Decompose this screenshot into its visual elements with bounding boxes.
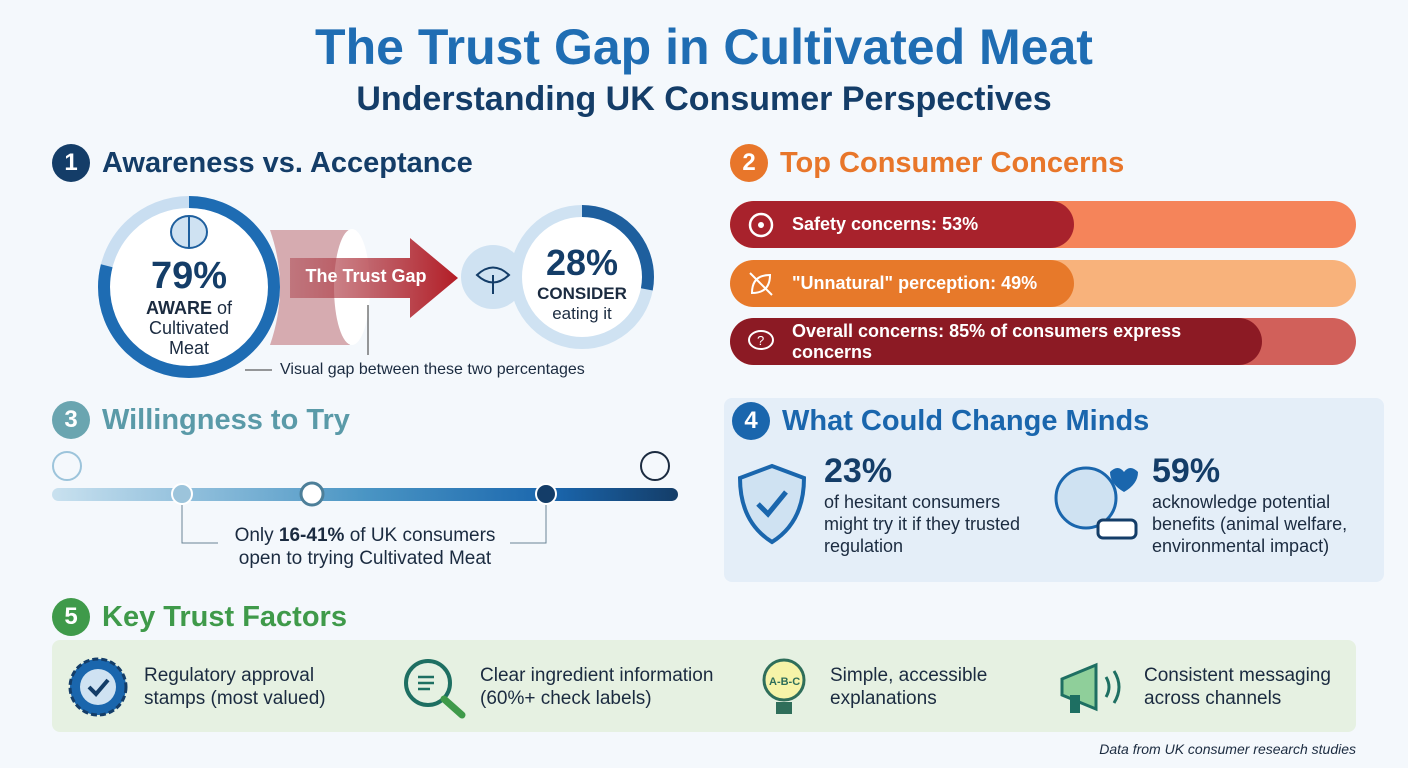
magnifier-label-icon: [404, 659, 466, 719]
benefits-percent: 59%: [1152, 452, 1221, 490]
section-title: Willingness to Try: [102, 403, 350, 436]
trust-factor: Consistent messaging across channels: [1056, 655, 1354, 719]
section-number: 5: [52, 598, 90, 636]
factor-text: Regulatory approval stamps (most valued): [144, 665, 326, 709]
section-5-heading: 5 Key Trust Factors: [52, 598, 347, 636]
question-bubble-icon: ?: [746, 327, 776, 357]
willingness-scale: [52, 451, 678, 544]
thinking-face-icon: [52, 451, 82, 481]
section-number: 3: [52, 401, 90, 439]
svg-text:?: ?: [757, 333, 764, 348]
footer-source: Data from UK consumer research studies: [1099, 741, 1356, 757]
trust-gap-arrow: [290, 238, 458, 318]
factor-text: Simple, accessible explanations: [830, 665, 988, 709]
range-bracket: [181, 505, 547, 544]
scale-marker-mid: [299, 481, 325, 507]
consider-percent: 28%: [545, 242, 619, 283]
scale-marker-low: [171, 483, 193, 505]
biohazard-icon: [746, 210, 776, 240]
section-title: Top Consumer Concerns: [780, 146, 1125, 179]
section-4-heading: 4 What Could Change Minds: [732, 402, 1149, 440]
aware-percent: 79%: [150, 255, 228, 297]
consider-stat: 28% CONSIDER eating it: [522, 242, 642, 324]
trust-factor: Regulatory approval stamps (most valued): [66, 655, 344, 719]
trust-gap-label: The Trust Gap: [305, 266, 427, 286]
brain-icon: [170, 215, 208, 249]
aware-of: of: [212, 298, 233, 318]
factor-text: Consistent messaging across channels: [1144, 665, 1331, 709]
awareness-stat: 79% AWARE of Cultivated Meat: [100, 255, 278, 358]
section-3-heading: 3 Willingness to Try: [52, 401, 350, 439]
gap-note: Visual gap between these two percentages: [280, 361, 585, 378]
mouth-fork-icon: [475, 266, 511, 294]
approval-seal-icon: [68, 657, 128, 717]
awareness-ring-fill: [98, 196, 280, 378]
willingness-range: 16-41%: [278, 525, 345, 546]
text-line2: open to trying Cultivated Meat: [238, 548, 492, 569]
globe-heart-cow-icon: [1054, 466, 1138, 540]
section-number: 4: [732, 402, 770, 440]
text-pre: Only: [234, 525, 279, 546]
trust-factors-panel: [52, 640, 1356, 732]
megaphone-icon: [1060, 662, 1121, 713]
consider-rest: eating it: [552, 304, 612, 323]
concern-bar-safety: Safety concerns: 53%: [730, 201, 1356, 248]
section-title: Key Trust Factors: [102, 600, 347, 633]
concern-bar-overall: Overall concerns: 85% of consumers expre…: [730, 318, 1356, 365]
section-title: What Could Change Minds: [782, 404, 1150, 437]
concern-label: "Unnatural" perception: 49%: [792, 273, 1038, 293]
regulation-percent: 23%: [824, 452, 893, 490]
scale-track: [52, 488, 678, 501]
section-number: 2: [730, 144, 768, 182]
consider-ring-fill: [510, 205, 654, 349]
concern-label: Safety concerns: 53%: [792, 214, 979, 234]
factor-text: Clear ingredient information (60%+ check…: [480, 665, 714, 709]
benefits-text: acknowledge potential benefits (animal w…: [1152, 492, 1348, 556]
consider-label: CONSIDER: [537, 284, 627, 303]
text-post: of UK consumers: [344, 525, 496, 546]
section-2-heading: 2 Top Consumer Concerns: [730, 144, 1124, 182]
svg-text:A-B-C: A-B-C: [769, 676, 800, 688]
page-title: The Trust Gap in Cultivated Meat: [315, 19, 1093, 75]
aware-rest: Cultivated Meat: [148, 318, 230, 358]
confused-face-icon: [640, 451, 670, 481]
concern-label: Overall concerns: 85% of consumers expre…: [792, 320, 1182, 362]
willingness-text: Only 16-41% of UK consumers open to tryin…: [190, 524, 540, 570]
concern-bar-unnatural: "Unnatural" perception: 49%: [730, 260, 1356, 307]
regulation-stat: 23% of hesitant consumers might try it i…: [824, 452, 1034, 557]
awareness-graphic: [98, 196, 654, 378]
page-subtitle: Understanding UK Consumer Perspectives: [356, 80, 1052, 118]
trust-factor: A-B-C Simple, accessible explanations: [752, 652, 1020, 722]
section-4-panel: [724, 398, 1384, 582]
shield-check-icon: [737, 463, 807, 545]
lightbulb-abc-icon: A-B-C: [762, 658, 806, 714]
scale-marker-high: [535, 483, 557, 505]
section-title: Awareness vs. Acceptance: [102, 146, 473, 179]
aware-label: AWARE: [145, 298, 212, 318]
section-number: 1: [52, 144, 90, 182]
section-1-heading: 1 Awareness vs. Acceptance: [52, 144, 473, 182]
benefits-stat: 59% acknowledge potential benefits (anim…: [1152, 452, 1372, 557]
trust-factor: Clear ingredient information (60%+ check…: [400, 655, 740, 719]
regulation-text: of hesitant consumers might try it if th…: [824, 492, 1021, 556]
crossed-leaf-icon: [746, 269, 776, 299]
